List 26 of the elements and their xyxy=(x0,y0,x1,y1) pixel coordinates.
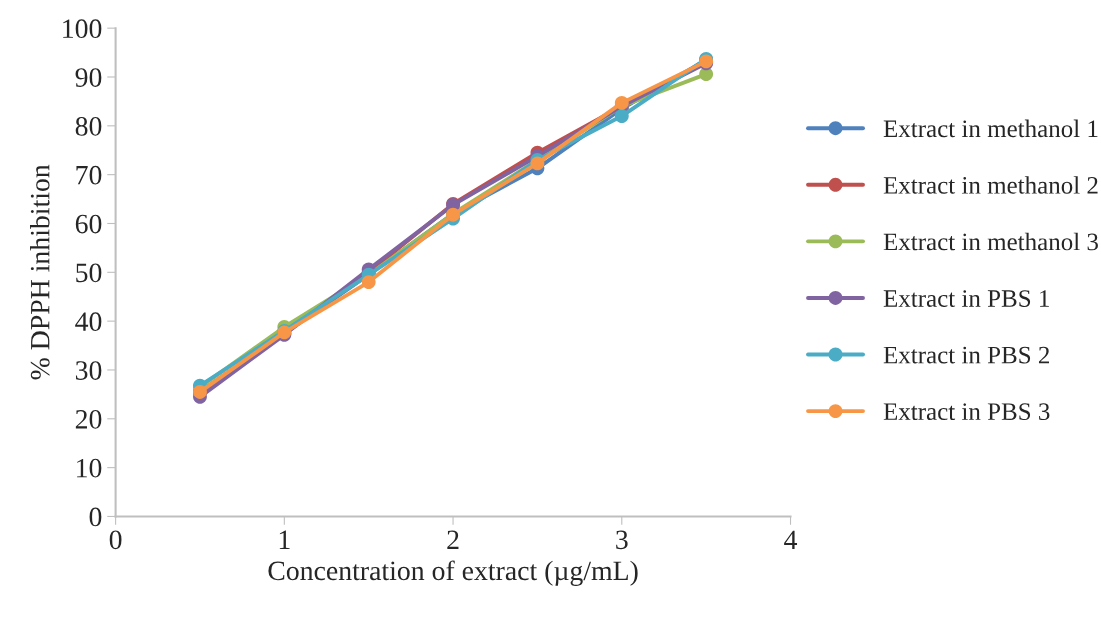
x-tick-label: 2 xyxy=(447,530,459,549)
y-tick-label: 40 xyxy=(75,312,102,332)
x-tick-label: 0 xyxy=(109,530,122,550)
y-tick-label: 70 xyxy=(76,165,102,185)
legend-label: Extract in PBS 3 xyxy=(883,403,1050,421)
y-tick-label: 80 xyxy=(75,116,102,136)
y-tick-label: 100 xyxy=(63,19,102,39)
y-tick-label: 20 xyxy=(75,409,102,429)
x-tick-label: 3 xyxy=(616,530,628,550)
legend-label: Extract in PBS 2 xyxy=(883,346,1049,364)
y-axis-title: % DPPH inhibition xyxy=(30,164,50,380)
point xyxy=(361,275,376,290)
y-tick-label: 50 xyxy=(76,263,102,283)
legend-label: Extract in methanol 3 xyxy=(883,232,1098,251)
x-axis-title: Concentration of extract (µg/mL) xyxy=(268,560,638,586)
y-tick-label: 60 xyxy=(75,214,102,234)
y-tick-label: 90 xyxy=(75,68,102,87)
legend-label: Extract in methanol 1 xyxy=(883,119,1098,138)
x-tick-label: 4 xyxy=(784,530,798,549)
legend-label: Extract in PBS 1 xyxy=(883,290,1049,307)
y-tick-label: 30 xyxy=(75,361,102,380)
legend-label: Extract in methanol 2 xyxy=(883,176,1098,194)
y-tick-label: 10 xyxy=(77,458,102,478)
point xyxy=(530,156,545,171)
x-tick-label: 1 xyxy=(279,530,290,549)
y-tick-label: 0 xyxy=(89,507,102,527)
